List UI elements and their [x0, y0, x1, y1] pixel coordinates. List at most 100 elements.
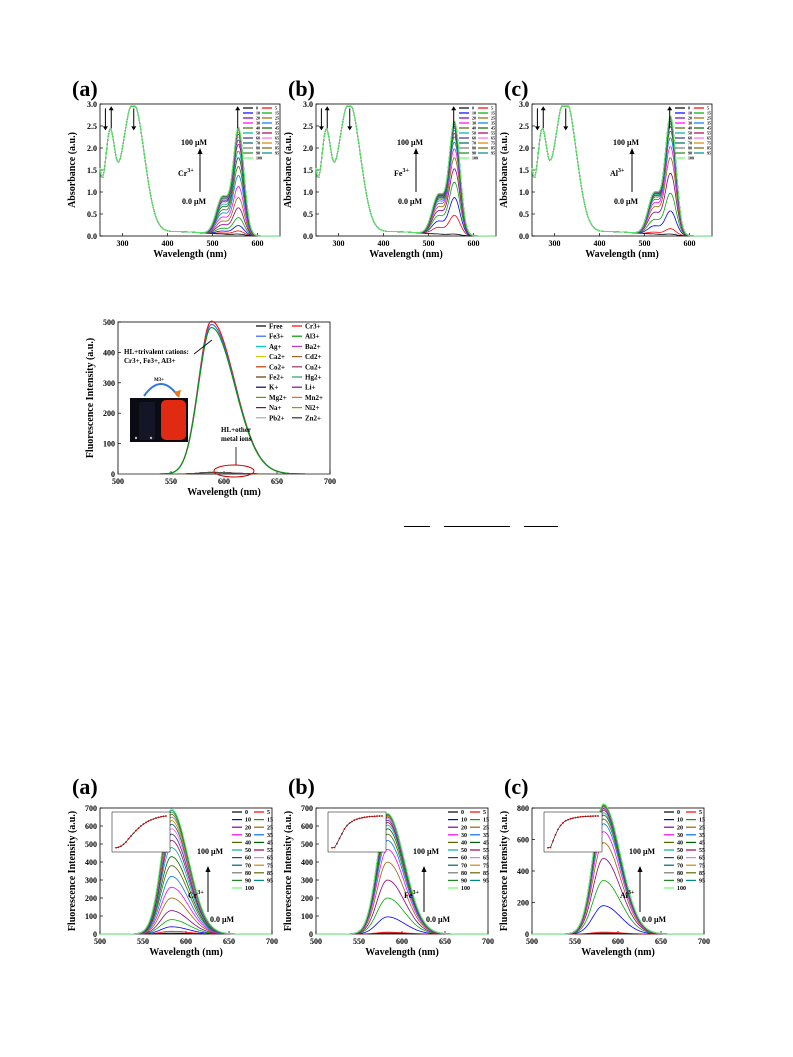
legend-label: 15: [491, 110, 495, 115]
x-tick-label: 500: [526, 937, 538, 946]
inset-point: [579, 815, 582, 818]
legend-label: 80: [245, 871, 251, 877]
ion-label: Fe3+: [404, 890, 419, 900]
legend-label: 30: [677, 833, 683, 839]
legend-label: Fe2+: [269, 373, 284, 381]
legend-label: 25: [491, 115, 495, 120]
legend-label: 40: [461, 841, 467, 847]
fig3-panel-a: (a) 500 550 600 650 700 0 100 200 300 400 500 600 70…: [60, 770, 290, 970]
legend-label: 20: [256, 115, 260, 120]
y-tick-label: 500: [85, 840, 97, 849]
legend-label: 50: [256, 130, 260, 135]
inset-point: [145, 821, 147, 824]
inset-dot: [149, 436, 153, 440]
y-tick-label: 300: [103, 379, 115, 388]
inset-point: [559, 824, 562, 827]
legend-label: Co2+: [269, 363, 285, 371]
legend-label: 100: [677, 886, 686, 892]
y-tick-label: 0: [111, 470, 115, 479]
legend-label: 60: [688, 135, 692, 140]
legend-label: 40: [256, 125, 260, 130]
inset-point: [336, 842, 338, 845]
inset-point: [574, 816, 577, 819]
inset-point: [584, 815, 587, 818]
legend-label: 75: [275, 140, 279, 145]
legend-label: 95: [275, 150, 279, 155]
legend-label: 75: [483, 863, 489, 869]
legend-label: Fe3+: [269, 333, 284, 341]
legend-label: 35: [275, 120, 279, 125]
legend-label: 20: [472, 115, 476, 120]
y-axis-label: Fluorescence Intensity (a.u.): [67, 811, 78, 931]
legend-label: 35: [707, 120, 711, 125]
legend-label: 95: [483, 879, 489, 885]
inset-vial-left: [139, 402, 155, 440]
y-tick-label: 3.0: [519, 100, 529, 109]
legend-label: 10: [245, 818, 251, 824]
legend-label: 15: [483, 818, 489, 824]
inset-point: [147, 820, 150, 822]
legend-label: 65: [483, 856, 489, 862]
inset-point: [117, 846, 120, 849]
x-tick-label: 550: [165, 477, 177, 486]
x-axis-label: Wavelength (nm): [153, 249, 227, 260]
inset-point: [552, 840, 554, 842]
x-tick-label: 700: [698, 937, 710, 946]
inset-vial-right: [161, 400, 186, 440]
inset-point: [378, 815, 381, 817]
divider-line: [444, 526, 510, 527]
conc-bottom-label: 0.0 μM: [614, 197, 639, 206]
legend-label: Ni2+: [305, 404, 320, 412]
conc-bottom-label: 0.0 μM: [426, 915, 451, 924]
legend-label: Ca2+: [269, 353, 285, 361]
highlight-ellipse: [213, 464, 255, 478]
panel-label: (b): [288, 76, 315, 101]
arrow-head: [667, 106, 673, 111]
legend-label: 10: [677, 818, 683, 824]
legend-label: 0: [677, 810, 680, 816]
legend-label: 25: [267, 825, 273, 831]
legend-label: K+: [269, 384, 278, 392]
legend-label: 80: [256, 145, 260, 150]
y-tick-label: 200: [103, 409, 115, 418]
legend-label: 45: [275, 125, 279, 130]
legend-label: Hg2+: [305, 373, 321, 381]
y-tick-label: 1.0: [519, 188, 529, 197]
legend-label: 90: [245, 879, 251, 885]
inset-point: [358, 817, 361, 820]
legend-label: 5: [699, 810, 702, 816]
y-tick-label: 1.5: [87, 166, 97, 175]
legend-label: 85: [275, 145, 279, 150]
y-tick-label: 2.0: [87, 144, 97, 153]
arrow-head: [131, 126, 137, 131]
legend-label: 25: [707, 115, 711, 120]
conc-top-label: 100 μM: [413, 847, 440, 856]
inset-point: [155, 817, 157, 819]
inset-point: [122, 843, 125, 846]
x-axis-label: Wavelength (nm): [581, 947, 655, 958]
conc-top-label: 100 μM: [397, 138, 424, 147]
arrow-head: [205, 866, 211, 872]
x-axis-label: Wavelength (nm): [369, 249, 443, 260]
legend-label: 10: [472, 110, 476, 115]
y-tick-label: 500: [301, 840, 313, 849]
arrow-head: [324, 106, 330, 111]
y-axis-label: Absorbance (a.u.): [67, 132, 78, 208]
legend-label: 30: [688, 120, 692, 125]
x-tick-label: 550: [137, 937, 149, 946]
y-tick-label: 600: [85, 822, 97, 831]
inset-point: [567, 818, 569, 821]
arrow-head: [174, 390, 181, 398]
y-tick-label: 1.5: [303, 166, 313, 175]
x-tick-label: 600: [180, 937, 192, 946]
inset-point: [160, 815, 162, 818]
x-tick-label: 500: [94, 937, 106, 946]
fig1-panel-c: (c) 300 400 500 600 0.0 0.5 1.0 1.5 2.0 2.5 3.0 Wav…: [492, 72, 722, 272]
legend-label: 65: [699, 856, 705, 862]
legend-label: 65: [491, 135, 495, 140]
legend-label: 55: [699, 848, 705, 854]
x-tick-label: 500: [639, 239, 651, 248]
inset-point: [597, 815, 599, 817]
legend-label: 25: [699, 825, 705, 831]
y-tick-label: 0: [93, 930, 97, 939]
